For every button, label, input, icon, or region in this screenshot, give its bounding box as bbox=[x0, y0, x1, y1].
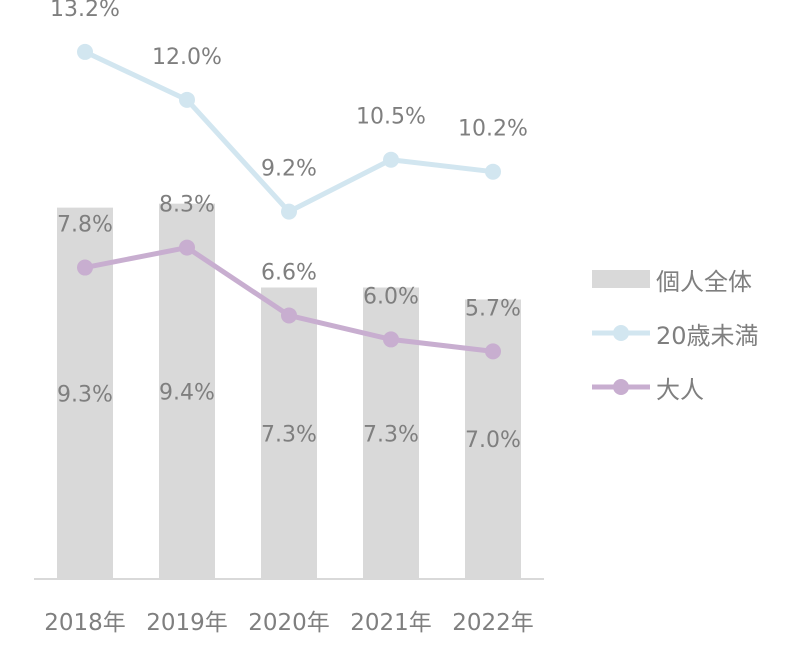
x-tick-label-1: 2019年 bbox=[146, 610, 228, 636]
series-1-point-3 bbox=[383, 331, 399, 348]
legend-item-line-0[interactable]: 20歳未満 bbox=[590, 312, 790, 366]
series-0-point-3 bbox=[383, 151, 399, 168]
series-1-point-4 bbox=[485, 343, 501, 360]
series-line-0 bbox=[83, 49, 494, 215]
series-0-value-label-2: 9.2% bbox=[261, 157, 317, 182]
legend-item-bar[interactable]: 個人全体 bbox=[590, 258, 790, 312]
bar-value-label-2: 7.3% bbox=[261, 422, 317, 447]
series-1-value-label-1: 8.3% bbox=[159, 193, 215, 218]
x-tick-label-3: 2021年 bbox=[350, 610, 432, 636]
series-0-value-label-3: 10.5% bbox=[356, 105, 426, 130]
bar-1 bbox=[159, 203, 215, 580]
bar-value-label-0: 9.3% bbox=[57, 382, 113, 407]
bar-value-label-3: 7.3% bbox=[363, 422, 419, 447]
bar-value-label-4: 7.0% bbox=[465, 428, 521, 453]
series-0-value-label-0: 13.2% bbox=[50, 0, 120, 22]
series-1-point-2 bbox=[281, 307, 297, 324]
series-1-point-1 bbox=[179, 239, 195, 256]
bar-label-group: 9.3% 9.4% 7.3% 7.3% 7.0% bbox=[57, 380, 521, 453]
series-1-point-0 bbox=[77, 259, 93, 276]
legend-swatch-bar bbox=[592, 270, 650, 288]
series-1-value-label-4: 5.7% bbox=[465, 296, 521, 321]
line-label-group: 13.2% 12.0% 9.2% 10.5% 10.2% 7.8% 8.3% 6.6% 6.0%… bbox=[50, 0, 528, 321]
series-1-value-label-2: 6.6% bbox=[261, 260, 317, 285]
series-0-value-label-4: 10.2% bbox=[458, 117, 528, 142]
legend-swatch-line-1 bbox=[592, 379, 650, 395]
legend-swatch-line-0 bbox=[592, 325, 650, 341]
x-tick-label-0: 2018年 bbox=[44, 610, 126, 636]
bar-2 bbox=[261, 287, 317, 579]
series-0-point-2 bbox=[281, 203, 297, 220]
series-0-point-4 bbox=[485, 163, 501, 180]
series-0-value-label-1: 12.0% bbox=[152, 45, 222, 70]
series-1-value-label-0: 7.8% bbox=[57, 213, 113, 238]
legend-label-line-1: 大人 bbox=[656, 376, 704, 404]
series-1-value-label-3: 6.0% bbox=[363, 284, 419, 309]
legend-label-line-0: 20歳未満 bbox=[656, 322, 759, 350]
x-tick-label-2: 2020年 bbox=[248, 610, 330, 636]
bar-value-label-1: 9.4% bbox=[159, 380, 215, 405]
series-0-point-1 bbox=[179, 91, 195, 108]
legend-item-line-1[interactable]: 大人 bbox=[590, 366, 790, 420]
x-tick-label-4: 2022年 bbox=[452, 610, 534, 636]
x-tick-group: 2018年 2019年 2020年 2021年 2022年 bbox=[44, 610, 534, 636]
legend-label-bar: 個人全体 bbox=[656, 268, 752, 296]
legend: 個人全体 20歳未満 大人 bbox=[590, 258, 790, 420]
line-group bbox=[77, 43, 501, 360]
series-0-point-0 bbox=[77, 43, 93, 60]
